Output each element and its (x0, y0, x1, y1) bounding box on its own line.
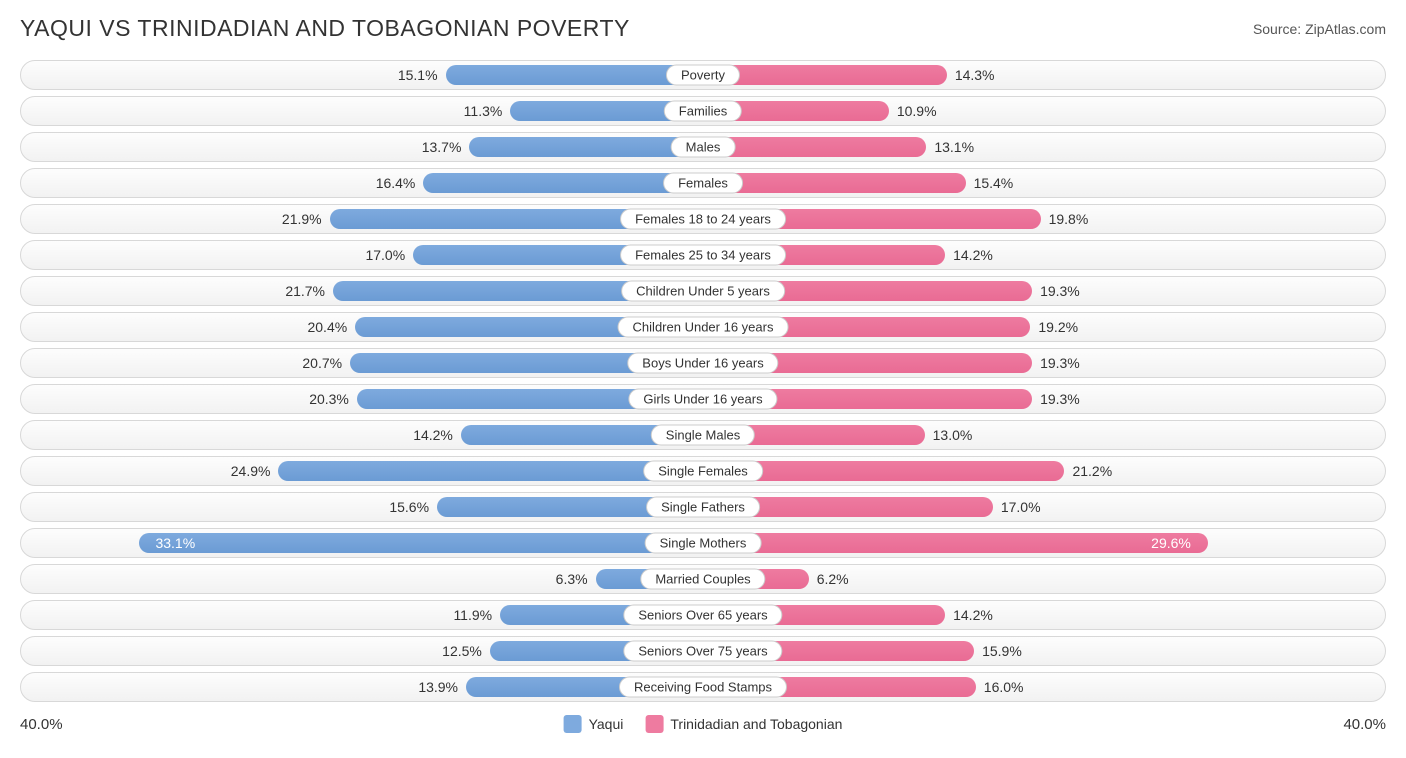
legend-label-left: Yaqui (589, 716, 624, 732)
bar-left (423, 173, 703, 193)
pct-label-left: 6.3% (556, 571, 596, 587)
pct-label-right: 16.0% (976, 679, 1024, 695)
category-label: Single Fathers (646, 497, 760, 518)
category-label: Children Under 5 years (621, 281, 785, 302)
pct-label-left: 21.7% (285, 283, 333, 299)
category-label: Seniors Over 75 years (623, 641, 782, 662)
pct-label-right: 15.4% (966, 175, 1014, 191)
chart-footer: 40.0% Yaqui Trinidadian and Tobagonian 4… (20, 712, 1386, 736)
chart-row: 20.7% 19.3% Boys Under 16 years (20, 348, 1386, 378)
legend-swatch-left (564, 715, 582, 733)
chart-row: 15.1% 14.3% Poverty (20, 60, 1386, 90)
category-label: Seniors Over 65 years (623, 605, 782, 626)
pct-label-right: 15.9% (974, 643, 1022, 659)
category-label: Poverty (666, 65, 740, 86)
category-label: Females 25 to 34 years (620, 245, 786, 266)
pct-label-right: 19.2% (1030, 319, 1078, 335)
category-label: Females 18 to 24 years (620, 209, 786, 230)
legend-item-right: Trinidadian and Tobagonian (645, 715, 842, 733)
pct-label-left: 15.1% (398, 67, 446, 83)
pct-label-right: 29.6% (1151, 535, 1201, 551)
pct-label-left: 17.0% (365, 247, 413, 263)
bar-left (139, 533, 703, 553)
axis-max-right: 40.0% (1343, 716, 1386, 733)
category-label: Families (664, 101, 742, 122)
chart-row: 6.3% 6.2% Married Couples (20, 564, 1386, 594)
chart-row: 11.9% 14.2% Seniors Over 65 years (20, 600, 1386, 630)
chart-header: YAQUI VS TRINIDADIAN AND TOBAGONIAN POVE… (20, 15, 1386, 42)
chart-row: 24.9% 21.2% Single Females (20, 456, 1386, 486)
chart-row: 13.7% 13.1% Males (20, 132, 1386, 162)
category-label: Females (663, 173, 743, 194)
pct-label-left: 20.7% (302, 355, 350, 371)
category-label: Receiving Food Stamps (619, 677, 787, 698)
chart-row: 21.7% 19.3% Children Under 5 years (20, 276, 1386, 306)
axis-max-left: 40.0% (20, 716, 63, 733)
pct-label-left: 20.4% (307, 319, 355, 335)
chart-row: 20.4% 19.2% Children Under 16 years (20, 312, 1386, 342)
pct-label-left: 13.9% (418, 679, 466, 695)
pct-label-right: 13.1% (926, 139, 974, 155)
pct-label-right: 14.2% (945, 247, 993, 263)
pct-label-left: 13.7% (422, 139, 470, 155)
bar-left (446, 65, 703, 85)
chart-row: 17.0% 14.2% Females 25 to 34 years (20, 240, 1386, 270)
pct-label-right: 10.9% (889, 103, 937, 119)
pct-label-left: 12.5% (442, 643, 490, 659)
pct-label-right: 19.8% (1041, 211, 1089, 227)
pct-label-right: 19.3% (1032, 391, 1080, 407)
pct-label-left: 20.3% (309, 391, 357, 407)
pct-label-right: 14.3% (947, 67, 995, 83)
pct-label-right: 13.0% (925, 427, 973, 443)
category-label: Boys Under 16 years (627, 353, 778, 374)
bar-right (703, 533, 1208, 553)
chart-area: 15.1% 14.3% Poverty 11.3% 10.9% Families 13.7%… (20, 60, 1386, 702)
chart-row: 15.6% 17.0% Single Fathers (20, 492, 1386, 522)
bar-left (469, 137, 703, 157)
chart-row: 16.4% 15.4% Females (20, 168, 1386, 198)
pct-label-left: 15.6% (389, 499, 437, 515)
pct-label-left: 11.9% (453, 607, 500, 623)
chart-row: 11.3% 10.9% Families (20, 96, 1386, 126)
category-label: Married Couples (640, 569, 765, 590)
pct-label-left: 11.3% (464, 103, 511, 119)
pct-label-left: 21.9% (282, 211, 330, 227)
pct-label-right: 21.2% (1064, 463, 1112, 479)
chart-source: Source: ZipAtlas.com (1253, 21, 1386, 37)
category-label: Males (671, 137, 736, 158)
bar-left (278, 461, 703, 481)
chart-row: 13.9% 16.0% Receiving Food Stamps (20, 672, 1386, 702)
chart-row: 33.1% 29.6% Single Mothers (20, 528, 1386, 558)
chart-row: 14.2% 13.0% Single Males (20, 420, 1386, 450)
legend-item-left: Yaqui (564, 715, 624, 733)
pct-label-left: 33.1% (145, 535, 195, 551)
pct-label-left: 14.2% (413, 427, 461, 443)
pct-label-right: 6.2% (809, 571, 849, 587)
chart-row: 21.9% 19.8% Females 18 to 24 years (20, 204, 1386, 234)
legend-swatch-right (645, 715, 663, 733)
category-label: Single Females (643, 461, 763, 482)
chart-row: 20.3% 19.3% Girls Under 16 years (20, 384, 1386, 414)
chart-row: 12.5% 15.9% Seniors Over 75 years (20, 636, 1386, 666)
pct-label-right: 19.3% (1032, 355, 1080, 371)
pct-label-right: 19.3% (1032, 283, 1080, 299)
bar-right (703, 137, 926, 157)
category-label: Children Under 16 years (618, 317, 789, 338)
legend-label-right: Trinidadian and Tobagonian (670, 716, 842, 732)
chart-title: YAQUI VS TRINIDADIAN AND TOBAGONIAN POVE… (20, 15, 630, 42)
category-label: Single Males (651, 425, 755, 446)
pct-label-left: 24.9% (231, 463, 279, 479)
chart-legend: Yaqui Trinidadian and Tobagonian (564, 715, 843, 733)
category-label: Single Mothers (645, 533, 762, 554)
pct-label-right: 17.0% (993, 499, 1041, 515)
pct-label-right: 14.2% (945, 607, 993, 623)
pct-label-left: 16.4% (376, 175, 424, 191)
category-label: Girls Under 16 years (628, 389, 777, 410)
